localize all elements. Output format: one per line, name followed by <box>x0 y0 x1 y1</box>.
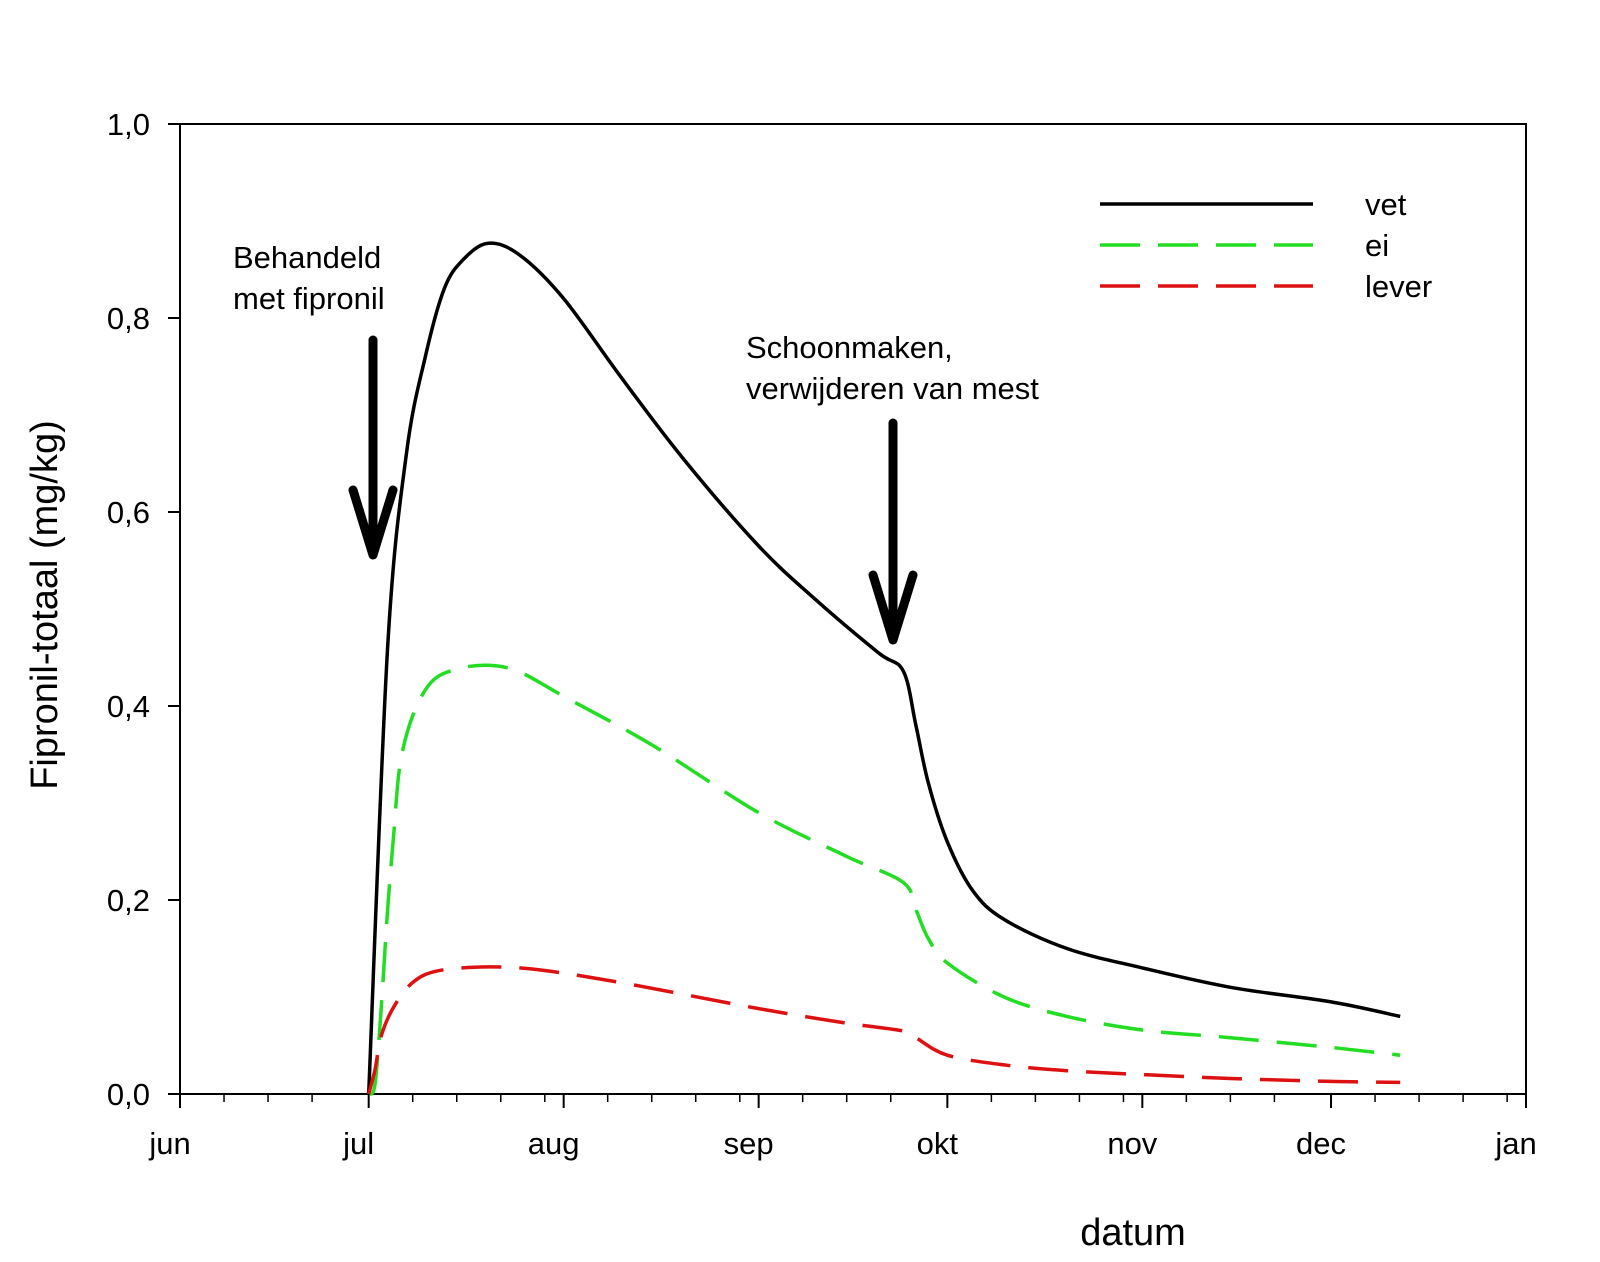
x-tick-label: okt <box>917 1126 959 1161</box>
x-tick-label: jun <box>148 1126 190 1161</box>
annotations: Behandeld met fipronil Schoonmaken, verwijd… <box>233 240 1039 645</box>
series-line-ei <box>367 663 1401 1096</box>
annotation-text: Behandeld <box>233 240 381 275</box>
legend-label-ei: ei <box>1365 228 1389 263</box>
y-tick-label: 0,6 <box>107 495 150 530</box>
y-axis-title: Fipronil-totaal (mg/kg) <box>24 420 66 790</box>
annotation-text: verwijderen van mest <box>746 371 1039 406</box>
series-line-lever <box>367 965 1401 1095</box>
series-layer <box>366 241 1401 1096</box>
y-tick-label: 0,4 <box>107 689 150 724</box>
y-tick-label: 0,8 <box>107 301 150 336</box>
x-axis-ticks: jun jul aug sep okt nov dec jan <box>148 1094 1537 1161</box>
y-axis-ticks: 0,0 0,2 0,4 0,6 0,8 1,0 <box>107 107 180 1112</box>
x-axis-title: datum <box>1080 1212 1186 1254</box>
x-tick-label: jan <box>1494 1126 1536 1161</box>
annotation-text: met fipronil <box>233 281 385 316</box>
y-tick-label: 1,0 <box>107 107 150 142</box>
annotation-arrow-head <box>868 570 918 645</box>
y-tick-label: 0,0 <box>107 1077 150 1112</box>
legend: vet ei lever <box>1100 187 1432 304</box>
series-line-vet <box>366 241 1401 1095</box>
x-tick-label: sep <box>724 1126 774 1161</box>
x-tick-label: nov <box>1107 1126 1157 1161</box>
x-tick-label: aug <box>528 1126 580 1161</box>
plot-frame <box>179 123 1527 1095</box>
y-tick-label: 0,2 <box>107 883 150 918</box>
x-tick-label: dec <box>1296 1126 1346 1161</box>
annotation-arrow-head <box>348 485 398 560</box>
x-tick-label: jul <box>342 1126 374 1161</box>
legend-label-lever: lever <box>1365 269 1432 304</box>
annotation-text: Schoonmaken, <box>746 330 953 365</box>
legend-label-vet: vet <box>1365 187 1407 222</box>
